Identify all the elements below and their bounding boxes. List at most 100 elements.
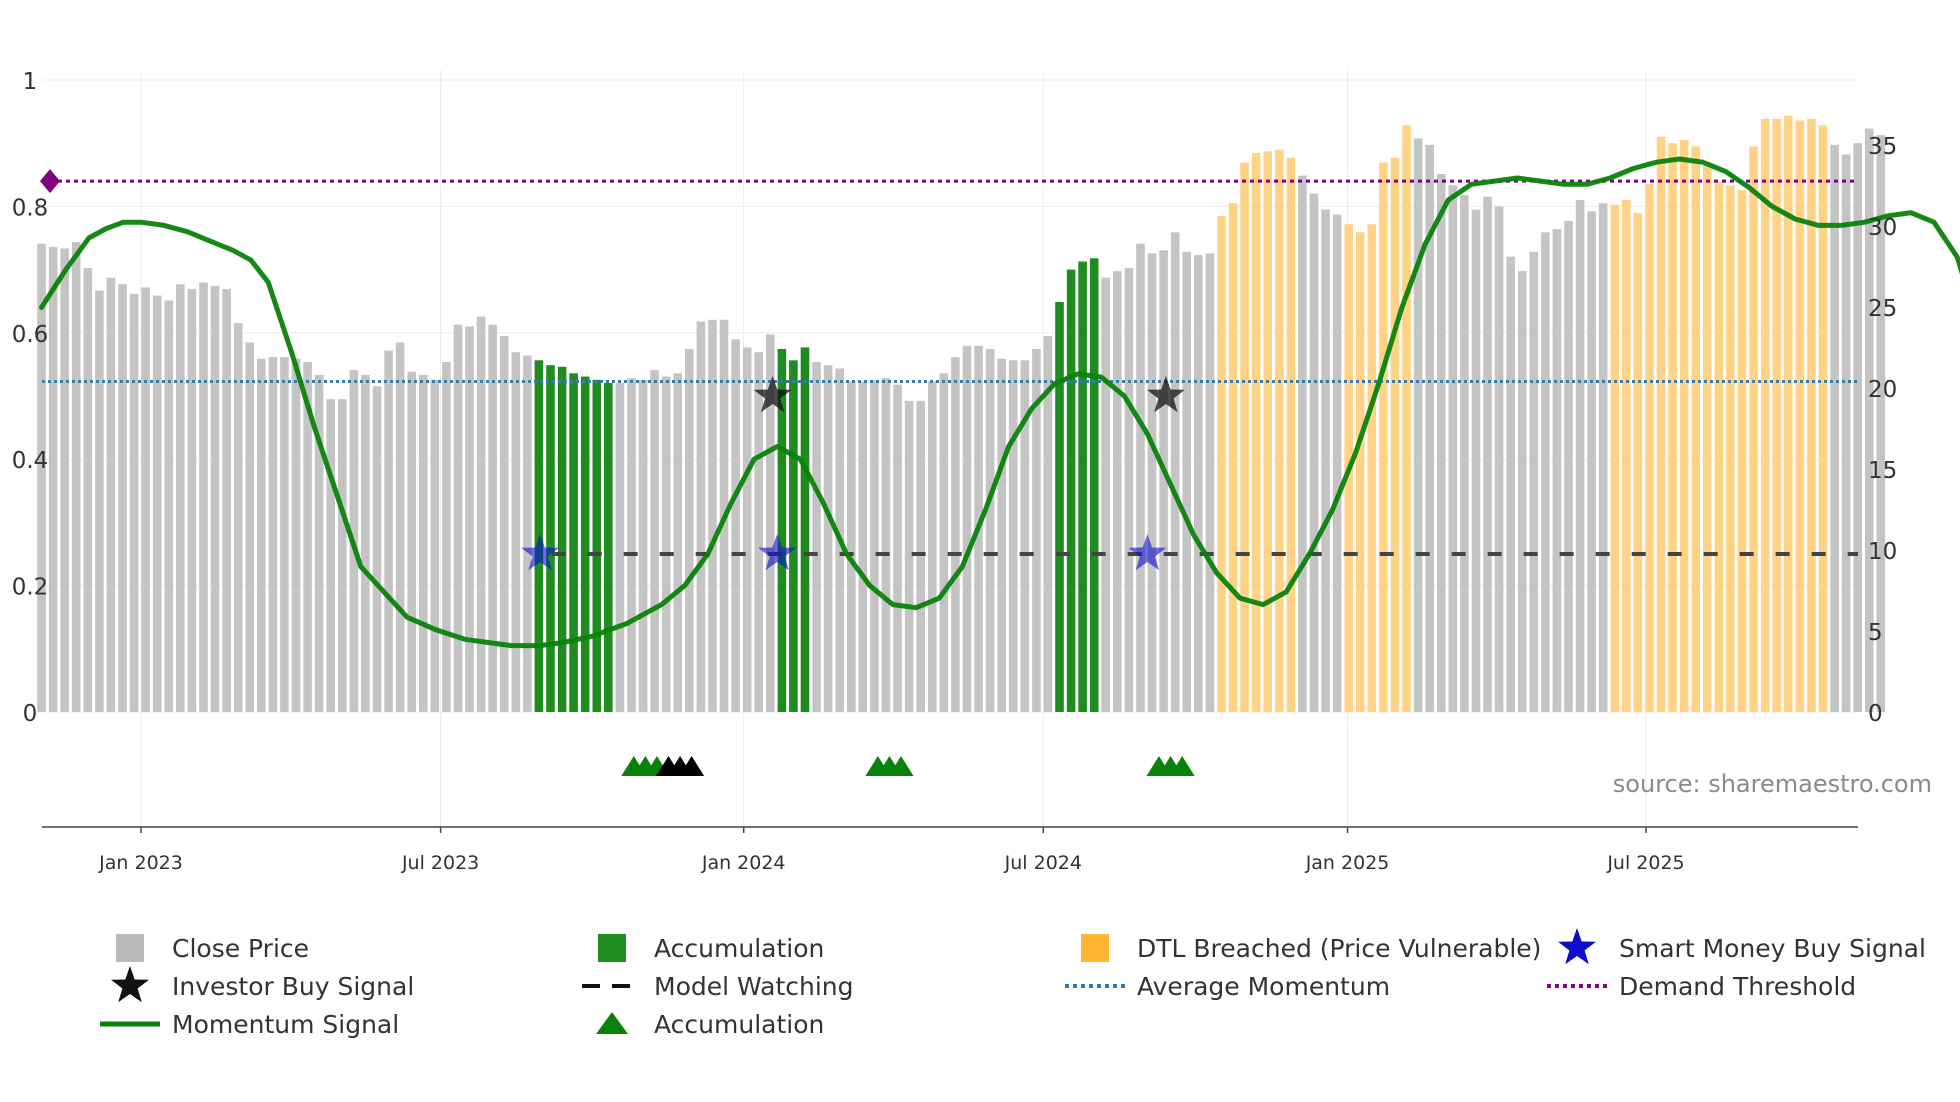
legend-item: Accumulation — [598, 934, 824, 963]
price-bar — [812, 362, 821, 712]
price-bar — [569, 373, 578, 712]
price-bar — [1124, 268, 1134, 712]
price-bar — [1714, 182, 1724, 713]
price-bar — [1703, 165, 1712, 712]
price-bar — [904, 400, 914, 712]
legend-swatch — [1081, 934, 1109, 962]
price-bar — [1436, 174, 1446, 712]
legend-label: Accumulation — [654, 934, 824, 963]
price-bar — [326, 399, 335, 712]
price-bar — [499, 336, 509, 712]
legend-star — [1558, 928, 1596, 965]
price-bar — [638, 379, 648, 712]
price-bar — [1425, 144, 1434, 713]
price-bar — [1275, 149, 1284, 712]
price-bars — [37, 115, 1886, 713]
price-bar — [1679, 140, 1689, 712]
price-bar — [789, 360, 798, 712]
price-bar — [985, 349, 995, 712]
price-bar — [395, 342, 405, 712]
accumulation-triangle — [679, 756, 705, 776]
smart-money-buy-signal-star — [758, 534, 797, 571]
price-bar — [916, 400, 925, 712]
price-bar — [696, 321, 706, 712]
price-bar — [291, 358, 301, 712]
price-bar — [708, 319, 717, 712]
signal-markers — [521, 376, 1185, 571]
price-bar — [1356, 232, 1365, 713]
price-bar — [858, 381, 868, 712]
legend-item: Investor Buy Signal — [111, 966, 414, 1003]
price-bar — [685, 349, 694, 712]
legend-item: DTL Breached (Price Vulnerable) — [1081, 934, 1541, 963]
price-bar — [1136, 243, 1145, 712]
price-bar — [800, 347, 810, 712]
price-bar — [1668, 143, 1677, 712]
price-bar — [129, 293, 139, 712]
price-bar — [245, 342, 254, 712]
legend-label: Investor Buy Signal — [172, 972, 414, 1001]
investor-buy-signal-star — [1146, 376, 1185, 413]
x-tick-label: Jul 2024 — [1004, 852, 1082, 874]
price-bar — [661, 376, 671, 712]
price-bar — [338, 399, 347, 712]
left-tick-label: 0.2 — [12, 575, 49, 601]
price-bar — [523, 355, 532, 712]
price-bar — [534, 360, 544, 712]
price-bar — [754, 352, 763, 712]
price-bar — [1228, 203, 1238, 712]
price-bar — [1749, 146, 1758, 712]
price-bar — [1691, 146, 1700, 712]
price-bar — [1367, 224, 1377, 712]
price-bar — [442, 362, 451, 712]
price-bar — [1737, 190, 1747, 712]
price-bar — [951, 357, 960, 712]
price-bar — [1865, 128, 1874, 713]
price-bar — [1564, 221, 1573, 712]
x-tick-label: Jan 2025 — [1305, 852, 1390, 874]
price-bar — [823, 365, 833, 712]
price-bar — [1066, 269, 1076, 712]
price-bar — [1089, 258, 1099, 712]
price-bar — [430, 379, 440, 712]
x-tick-label: Jul 2025 — [1606, 852, 1684, 874]
price-bar — [1309, 193, 1319, 712]
price-bar — [222, 289, 231, 712]
legend-item: Average Momentum — [1065, 972, 1390, 1001]
price-bar — [48, 246, 58, 712]
price-bar — [1587, 211, 1596, 713]
legend-label: Close Price — [172, 934, 309, 963]
price-bar — [881, 378, 891, 712]
legend-label: Smart Money Buy Signal — [1619, 934, 1926, 963]
price-bar — [268, 357, 278, 712]
right-tick-label: 30 — [1868, 215, 1897, 241]
price-bar — [557, 366, 567, 712]
x-tick-label: Jul 2023 — [401, 852, 479, 874]
price-bar — [1159, 250, 1168, 712]
legend-triangle — [596, 1012, 628, 1034]
price-bar — [1760, 118, 1770, 712]
price-bar — [1402, 125, 1411, 712]
momentum-line — [39, 156, 1960, 649]
price-bar — [476, 316, 486, 712]
price-bar — [361, 374, 370, 712]
price-bar — [1622, 199, 1631, 712]
price-bar — [233, 323, 243, 712]
price-bar — [1841, 154, 1851, 712]
legend-item: Model Watching — [582, 972, 854, 1001]
left-tick-label: 1 — [23, 69, 38, 95]
smart-money-buy-signal-star — [1128, 534, 1167, 571]
price-bar — [1633, 212, 1643, 712]
legend-item: Demand Threshold — [1547, 972, 1856, 1001]
legend-label: DTL Breached (Price Vulnerable) — [1137, 934, 1541, 963]
accumulation-triangle — [1169, 756, 1195, 776]
price-bar — [1251, 152, 1261, 712]
price-bar — [627, 378, 636, 712]
legend: Close Price Investor Buy Signal Momentum S… — [100, 928, 1926, 1039]
price-bar — [37, 243, 46, 712]
price-bar — [1020, 360, 1030, 712]
right-tick-label: 25 — [1868, 296, 1897, 322]
price-bar — [314, 374, 324, 712]
price-bar — [1645, 183, 1654, 712]
